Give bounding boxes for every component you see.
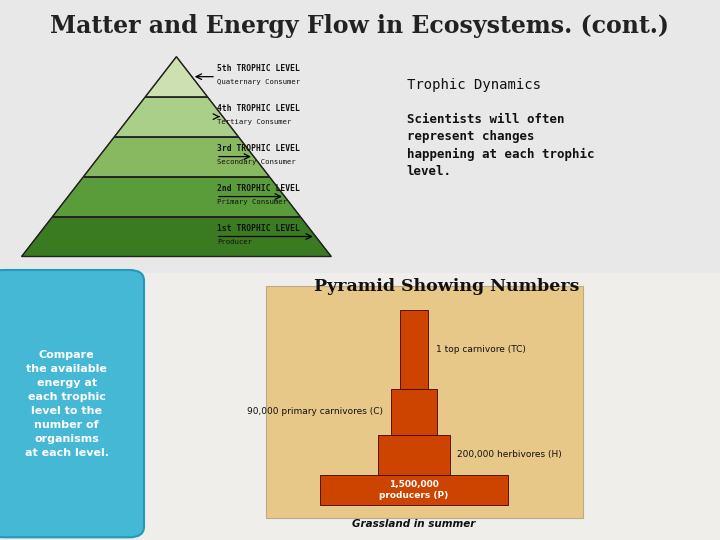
Text: Producer: Producer	[217, 239, 253, 245]
FancyBboxPatch shape	[266, 286, 583, 518]
Text: 1 top carnivore (TC): 1 top carnivore (TC)	[436, 345, 526, 354]
Bar	[320, 475, 508, 505]
Text: 200,000 herbivores (H): 200,000 herbivores (H)	[457, 450, 562, 460]
Text: Matter and Energy Flow in Ecosystems. (cont.): Matter and Energy Flow in Ecosystems. (c…	[50, 14, 670, 37]
Text: 5th TROPHIC LEVEL: 5th TROPHIC LEVEL	[217, 64, 300, 73]
Text: Quaternary Consumer: Quaternary Consumer	[217, 79, 300, 85]
Text: Tertiary Consumer: Tertiary Consumer	[217, 119, 292, 125]
Text: Trophic Dynamics: Trophic Dynamics	[407, 78, 541, 92]
Text: 2nd TROPHIC LEVEL: 2nd TROPHIC LEVEL	[217, 184, 300, 193]
Text: 1,500,000
producers (P): 1,500,000 producers (P)	[379, 481, 449, 500]
Text: 90,000 primary carnivores (C): 90,000 primary carnivores (C)	[248, 407, 383, 416]
Bar	[400, 310, 428, 389]
Text: Primary Consumer: Primary Consumer	[217, 199, 287, 205]
Text: Pyramid Showing Numbers: Pyramid Showing Numbers	[314, 278, 579, 295]
Bar	[0, 273, 720, 540]
Text: Secondary Consumer: Secondary Consumer	[217, 159, 296, 165]
Text: 1st TROPHIC LEVEL: 1st TROPHIC LEVEL	[217, 224, 300, 233]
FancyBboxPatch shape	[0, 270, 144, 537]
Text: Compare
the available
energy at
each trophic
level to the
number of
organisms
at: Compare the available energy at each tro…	[24, 350, 109, 458]
Bar	[390, 389, 437, 435]
Text: 4th TROPHIC LEVEL: 4th TROPHIC LEVEL	[217, 104, 300, 113]
Polygon shape	[114, 97, 238, 137]
Text: Scientists will often
represent changes
happening at each trophic
level.: Scientists will often represent changes …	[407, 113, 594, 178]
Text: 3rd TROPHIC LEVEL: 3rd TROPHIC LEVEL	[217, 144, 300, 153]
Text: Grassland in summer: Grassland in summer	[352, 519, 476, 530]
Polygon shape	[84, 137, 269, 177]
Polygon shape	[22, 217, 331, 256]
Bar	[378, 435, 450, 475]
Polygon shape	[145, 57, 207, 97]
Polygon shape	[53, 177, 300, 217]
